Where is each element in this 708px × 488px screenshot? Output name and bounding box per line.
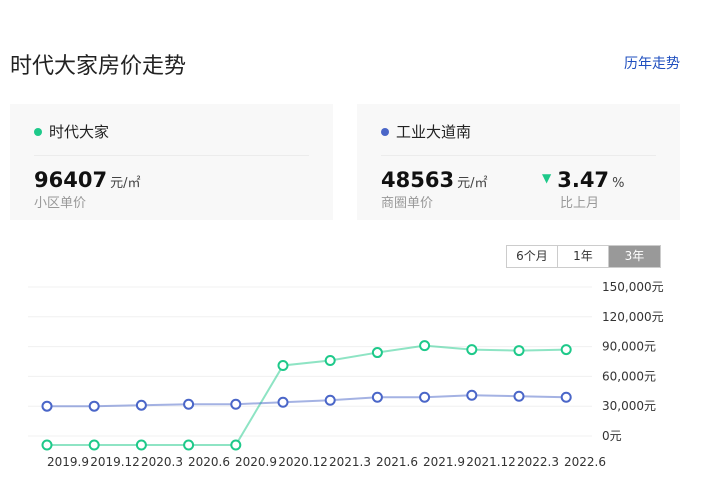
x-tick-label: 2020.6 [188,455,230,469]
data-point [324,394,336,406]
data-point [183,398,195,410]
blue-dot-icon [381,127,389,136]
data-point [277,359,289,371]
x-tick-label: 2020.3 [141,455,183,469]
district-price-label: 商圈单价 [381,196,434,211]
data-point [419,340,431,352]
month-change-label: 比上月 [560,196,600,211]
x-tick-label: 2019.12 [90,455,140,469]
data-point [135,439,147,451]
x-tick-label: 2020.12 [278,455,328,469]
data-point [560,391,572,403]
y-tick-label: 60,000元 [602,369,656,383]
series-line-0 [47,344,567,446]
y-tick-label: 90,000元 [602,340,656,354]
data-point [513,390,525,402]
series-line-1 [47,394,567,408]
y-tick-label: 0元 [602,429,622,443]
x-tick-label: 2022.6 [564,455,606,469]
community-price-label: 小区单价 [34,196,87,211]
history-trend-link[interactable]: 历年走势 [624,56,680,72]
x-tick-label: 2021.6 [376,455,418,469]
x-tick-label: 2021.9 [423,455,465,469]
data-point [183,439,195,451]
price-unit: 元/㎡ [110,176,141,191]
month-change: 3.47 [557,168,610,192]
data-point [277,396,289,408]
x-tick-label: 2021.12 [466,455,516,469]
data-point [466,344,478,356]
x-tick-label: 2022.3 [517,455,559,469]
district-name: 工业大道南 [396,123,472,141]
page-title: 时代大家房价走势 [10,54,187,79]
data-point [371,391,383,403]
range-tabs: 6个月 1年 3年 [506,245,661,268]
data-point [230,398,242,410]
data-point [41,439,53,451]
change-unit: % [612,176,625,191]
data-point [88,439,100,451]
community-name: 时代大家 [49,123,110,141]
data-point [135,399,147,411]
y-tick-label: 120,000元 [602,310,664,324]
data-point [466,389,478,401]
data-point [513,345,525,357]
data-point [419,391,431,403]
x-tick-label: 2019.9 [47,455,89,469]
data-point [560,344,572,356]
community-price-card: 时代大家 96407 元/㎡ 小区单价 [10,104,333,220]
community-price: 96407 [34,168,108,192]
tab-3-years[interactable]: 3年 [609,246,660,267]
data-point [41,400,53,412]
tab-6-months[interactable]: 6个月 [507,246,558,267]
down-triangle-icon: ▼ [542,171,552,185]
divider [34,155,309,156]
data-point [230,439,242,451]
x-tick-label: 2020.9 [235,455,277,469]
tab-1-year[interactable]: 1年 [558,246,609,267]
green-dot-icon [34,127,42,136]
district-price-card: 工业大道南 48563 元/㎡ 商圈单价 ▼ 3.47% 比上月 [357,104,680,220]
data-point [324,355,336,367]
data-point [371,347,383,359]
price-unit: 元/㎡ [457,176,488,191]
divider [381,155,656,156]
data-point [88,400,100,412]
y-tick-label: 30,000元 [602,399,656,413]
y-tick-label: 150,000元 [602,280,664,294]
district-price: 48563 [381,168,455,192]
x-tick-label: 2021.3 [329,455,371,469]
